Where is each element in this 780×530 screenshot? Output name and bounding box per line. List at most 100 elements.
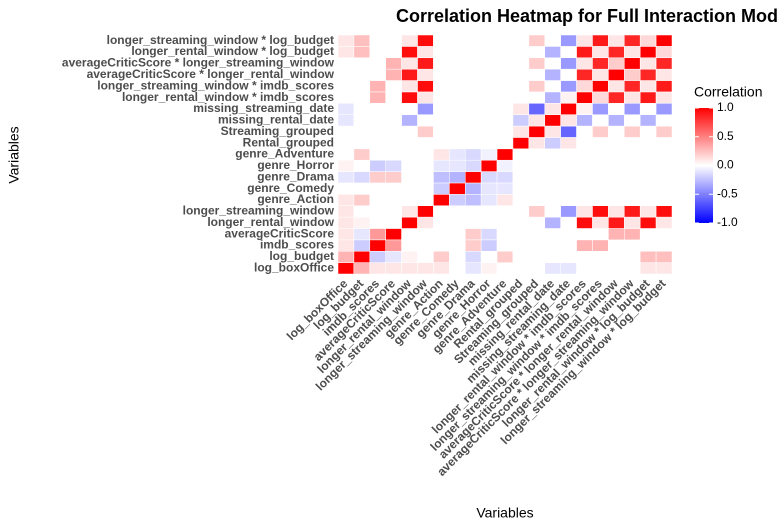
- heatmap-cell: [385, 57, 402, 70]
- heatmap-cell: [639, 137, 657, 150]
- heatmap-cell: [560, 114, 577, 127]
- heatmap-cell: [385, 34, 402, 47]
- heatmap-cell: [655, 137, 673, 150]
- heatmap-cell: [655, 262, 673, 275]
- heatmap-cell: [480, 34, 498, 47]
- heatmap-cell: [528, 137, 546, 150]
- heatmap-cell: [433, 68, 450, 81]
- heatmap-cell: [496, 171, 514, 184]
- heatmap-cell: [624, 171, 641, 184]
- y-tick-label: imdb_scores: [260, 238, 334, 252]
- y-tick-label: longer_streaming_window: [183, 204, 335, 218]
- heatmap-cell: [369, 182, 386, 195]
- heatmap-cell: [401, 91, 418, 104]
- y-tick-label: Streaming_grouped: [221, 124, 334, 138]
- heatmap-cell: [576, 239, 593, 252]
- heatmap-cell: [433, 34, 450, 47]
- heatmap-cell: [592, 34, 609, 47]
- heatmap-cell: [433, 103, 450, 115]
- heatmap-cell: [433, 114, 450, 127]
- heatmap-cell: [369, 91, 386, 104]
- heatmap-cell: [353, 34, 371, 47]
- heatmap-cell: [385, 68, 402, 81]
- heatmap-cell: [337, 182, 355, 195]
- heatmap-cell: [401, 68, 418, 81]
- heatmap-cell: [576, 262, 593, 275]
- heatmap-cell: [655, 103, 673, 115]
- heatmap-cell: [512, 205, 530, 218]
- heatmap-cell: [544, 228, 561, 241]
- heatmap-cell: [496, 182, 514, 195]
- heatmap-cell: [639, 91, 657, 104]
- heatmap-cell: [576, 34, 593, 47]
- heatmap-cell: [639, 68, 657, 81]
- heatmap-cell: [528, 125, 546, 138]
- heatmap-cell: [576, 80, 593, 93]
- heatmap-cell: [544, 262, 561, 275]
- heatmap-cell: [449, 262, 466, 275]
- heatmap-cell: [639, 103, 657, 115]
- heatmap-cell: [528, 182, 546, 195]
- heatmap-cell: [464, 228, 482, 241]
- y-tick-label: longer_streaming_window * log_budget: [107, 33, 334, 47]
- heatmap-cell: [337, 228, 355, 241]
- heatmap-cell: [512, 80, 530, 93]
- heatmap-cell: [544, 91, 561, 104]
- heatmap-cell: [464, 171, 482, 184]
- heatmap-cell: [576, 46, 593, 59]
- heatmap-cell: [639, 216, 657, 229]
- heatmap-cell: [512, 262, 530, 275]
- heatmap-cell: [592, 46, 609, 59]
- heatmap-cell: [512, 34, 530, 47]
- heatmap-cell: [655, 57, 673, 70]
- heatmap-cell: [624, 80, 641, 93]
- heatmap-cell: [353, 171, 371, 184]
- heatmap-cell: [496, 262, 514, 275]
- heatmap-cell: [576, 103, 593, 115]
- heatmap-cell: [385, 80, 402, 93]
- heatmap-cell: [544, 182, 561, 195]
- heatmap-cell: [528, 46, 546, 59]
- heatmap-cell: [353, 103, 371, 115]
- heatmap-cell: [464, 80, 482, 93]
- heatmap-cell: [449, 250, 466, 263]
- heatmap-cell: [369, 159, 386, 172]
- heatmap-cell: [449, 194, 466, 206]
- heatmap-cell: [433, 137, 450, 150]
- heatmap-cell: [655, 216, 673, 229]
- y-tick-label: longer_rental_window * log_budget: [131, 44, 334, 58]
- heatmap-cell: [528, 103, 546, 115]
- heatmap-cell: [480, 148, 498, 161]
- heatmap-cell: [496, 103, 514, 115]
- heatmap-cell: [369, 228, 386, 241]
- heatmap-cell: [624, 205, 641, 218]
- heatmap-cell: [449, 228, 466, 241]
- heatmap-cell: [496, 148, 514, 161]
- heatmap-cell: [560, 68, 577, 81]
- heatmap-cell: [417, 182, 434, 195]
- heatmap-cell: [496, 68, 514, 81]
- heatmap-cell: [496, 159, 514, 172]
- heatmap-cell: [433, 205, 450, 218]
- heatmap-cell: [385, 103, 402, 115]
- heatmap-cell: [449, 57, 466, 70]
- heatmap-cell: [624, 159, 641, 172]
- heatmap-cell: [353, 216, 371, 229]
- heatmap-cell: [417, 159, 434, 172]
- heatmap-cell: [544, 57, 561, 70]
- heatmap-cell: [639, 125, 657, 138]
- heatmap-cell: [353, 114, 371, 127]
- heatmap-cell: [464, 34, 482, 47]
- heatmap-cell: [401, 159, 418, 172]
- heatmap-cell: [528, 91, 546, 104]
- heatmap-cell: [449, 103, 466, 115]
- heatmap-cell: [369, 194, 386, 206]
- heatmap-cell: [512, 57, 530, 70]
- heatmap-cell: [528, 57, 546, 70]
- heatmap-cell: [624, 125, 641, 138]
- heatmap-cell: [417, 80, 434, 93]
- heatmap-cell: [337, 205, 355, 218]
- legend-tick-label: 1.0: [717, 100, 734, 114]
- y-tick-label: log_boxOffice: [254, 260, 334, 274]
- heatmap-cell: [576, 194, 593, 206]
